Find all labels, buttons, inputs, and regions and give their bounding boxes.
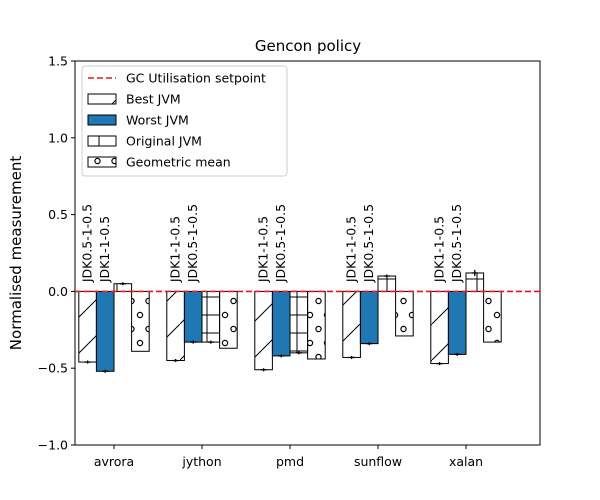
axes-frame bbox=[74, 60, 541, 446]
y-tick-label: −1.0 bbox=[38, 438, 68, 453]
legend-label-setpoint: GC Utilisation setpoint bbox=[126, 71, 266, 86]
bar-xalan-geometric-mean bbox=[483, 290, 502, 343]
bar-jython-best-jvm bbox=[166, 290, 185, 362]
legend-label-geometric-mean: Geometric mean bbox=[126, 155, 231, 170]
annotation-avrora-2: JDK1-1-0.5 bbox=[97, 216, 112, 283]
annotation-xalan-2: JDK0.5-1-0.5 bbox=[449, 204, 464, 283]
bar-sunflow-worst-jvm bbox=[359, 290, 379, 345]
legend-swatch-original-jvm bbox=[87, 135, 117, 147]
legend: GC Utilisation setpoint Best JVM Worst JVM… bbox=[81, 65, 288, 177]
bar-sunflow-geometric-mean bbox=[395, 290, 414, 337]
bar-avrora-best-jvm bbox=[78, 290, 97, 363]
bar-pmd-original-jvm bbox=[289, 290, 309, 354]
bar-xalan-worst-jvm bbox=[447, 290, 467, 355]
legend-label-worst-jvm: Worst JVM bbox=[126, 113, 189, 128]
legend-box bbox=[81, 65, 288, 177]
x-tick-label-sunflow: sunflow bbox=[354, 454, 402, 469]
y-axis-label: Normalised measurement bbox=[7, 156, 25, 351]
bar-pmd-geometric-mean bbox=[307, 290, 326, 360]
annotation-xalan-1: JDK1-1-0.5 bbox=[432, 216, 447, 283]
annotation-sunflow-1: JDK1-1-0.5 bbox=[344, 216, 359, 283]
bar-avrora-geometric-mean bbox=[131, 290, 150, 352]
legend-swatch-geometric-mean bbox=[87, 156, 117, 168]
bar-pmd-worst-jvm bbox=[271, 290, 291, 357]
annotation-sunflow-2: JDK0.5-1-0.5 bbox=[361, 204, 376, 283]
legend-swatch-best-jvm bbox=[87, 93, 117, 105]
annotation-jython-1: JDK1-1-0.5 bbox=[168, 216, 183, 283]
bar-sunflow-original-jvm bbox=[377, 275, 397, 292]
bar-pmd-best-jvm bbox=[254, 290, 273, 371]
legend-label-best-jvm: Best JVM bbox=[126, 92, 181, 107]
y-tick-label: 0.0 bbox=[48, 284, 68, 299]
legend-swatch-worst-jvm bbox=[87, 114, 117, 126]
bar-sunflow-best-jvm bbox=[342, 290, 361, 358]
x-tick-label-xalan: xalan bbox=[449, 454, 483, 469]
y-tick-label: 0.5 bbox=[48, 207, 68, 222]
annotation-pmd-2: JDK0.5-1-0.5 bbox=[273, 204, 288, 283]
bar-jython-original-jvm bbox=[201, 290, 221, 343]
y-tick-label: 1.0 bbox=[48, 130, 68, 145]
annotation-avrora-1: JDK0.5-1-0.5 bbox=[80, 204, 95, 283]
bar-jython-worst-jvm bbox=[183, 290, 203, 343]
x-tick-label-jython: jython bbox=[181, 454, 221, 469]
annotation-pmd-1: JDK1-1-0.5 bbox=[256, 216, 271, 283]
y-tick-label: 1.5 bbox=[48, 54, 68, 69]
chart-title: Gencon policy bbox=[255, 37, 361, 55]
x-tick-label-avrora: avrora bbox=[94, 454, 134, 469]
bar-xalan-best-jvm bbox=[430, 290, 449, 365]
annotation-jython-2: JDK0.5-1-0.5 bbox=[185, 204, 200, 283]
legend-label-original-jvm: Original JVM bbox=[126, 134, 202, 149]
bar-jython-geometric-mean bbox=[219, 290, 238, 349]
bar-avrora-worst-jvm bbox=[95, 290, 115, 372]
x-tick-label-pmd: pmd bbox=[276, 454, 304, 469]
y-tick-label: −0.5 bbox=[38, 361, 68, 376]
